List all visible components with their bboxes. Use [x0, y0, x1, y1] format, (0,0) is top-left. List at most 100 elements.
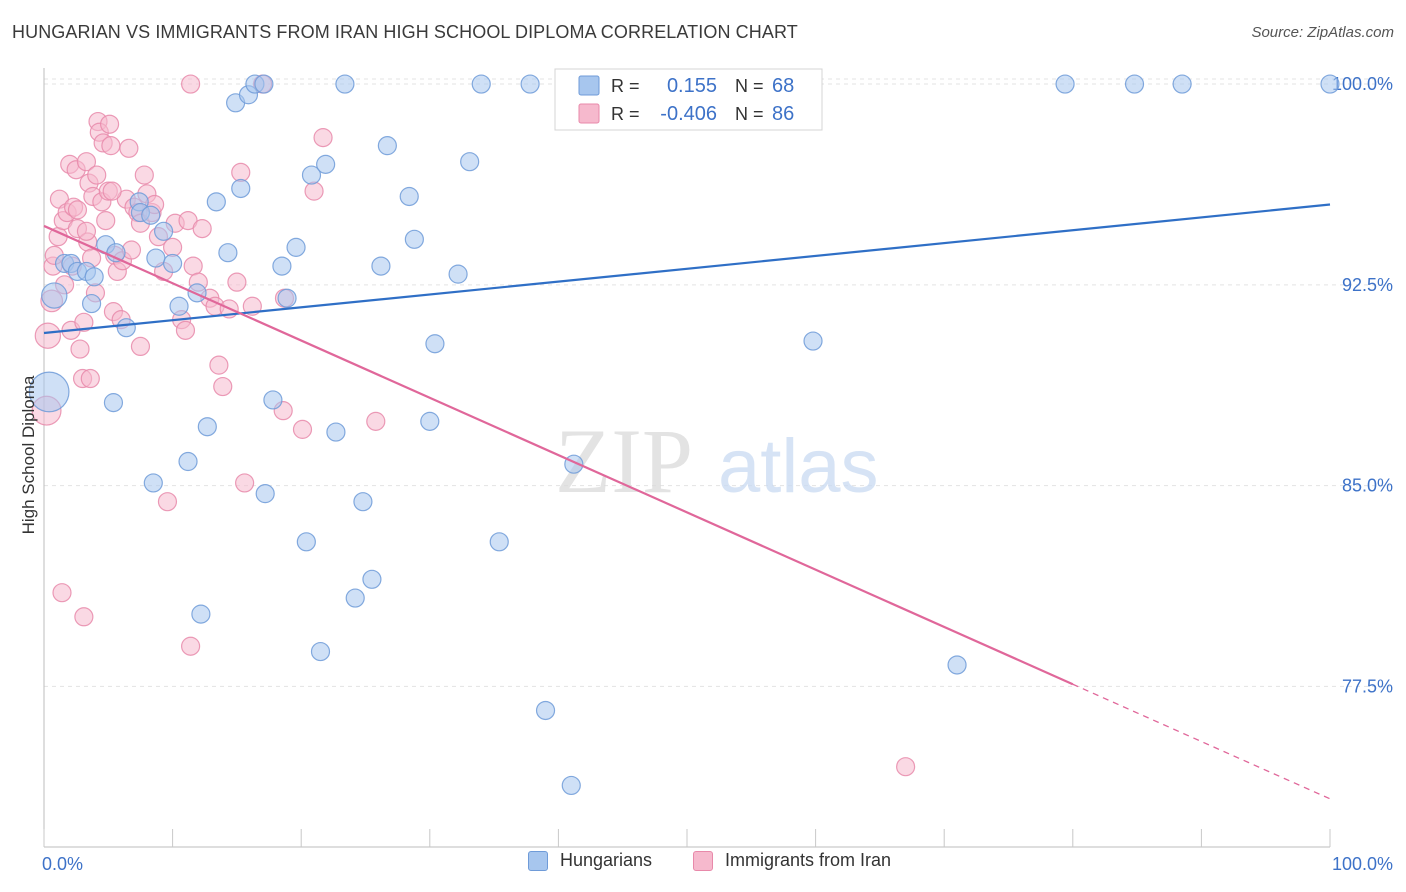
iran-point — [292, 419, 313, 439]
y-tick-label: 100.0% — [1332, 74, 1393, 94]
hungarian-point — [1320, 74, 1340, 94]
hungarian-point — [471, 74, 491, 94]
hungarian-point — [191, 604, 211, 624]
iran-point — [231, 162, 251, 183]
iran-point — [163, 237, 183, 257]
iran-point — [80, 368, 100, 389]
iran-trendline-extension — [1072, 683, 1331, 800]
hungarian-point — [353, 492, 373, 512]
hungarian-point — [803, 331, 823, 351]
iran-point — [99, 114, 120, 134]
iran-point — [313, 128, 333, 148]
hungarian-point — [460, 152, 480, 172]
hungarian-point — [263, 390, 283, 410]
legend-r-label-2: R = — [611, 104, 640, 124]
iran-point — [74, 607, 94, 627]
legend-n-label-2: N = — [735, 104, 764, 124]
legend-r-value-1: 0.155 — [667, 75, 717, 97]
iran-point — [76, 221, 97, 241]
legend-n-value-1: 68 — [772, 75, 794, 97]
iran-trendline — [43, 224, 1074, 686]
hungarian-point — [169, 296, 189, 316]
trendlines — [43, 203, 1331, 800]
hungarian-point — [218, 243, 238, 263]
hungarian-point — [345, 588, 365, 608]
hungarian-point — [206, 192, 226, 212]
hungarian-point — [178, 451, 198, 472]
hungarian-point — [296, 532, 316, 552]
watermark-atlas: atlas — [718, 424, 879, 509]
hungarian-point — [41, 282, 68, 309]
hungarian-point — [561, 775, 581, 796]
hungarian-point — [362, 569, 382, 589]
hungarian-point — [197, 417, 217, 437]
hungarian-point — [404, 229, 424, 249]
iran-point — [87, 165, 107, 185]
chart-title: HUNGARIAN VS IMMIGRANTS FROM IRAN HIGH S… — [12, 22, 798, 42]
iran-point — [70, 339, 90, 359]
iran-point — [175, 320, 196, 340]
iran-point — [896, 757, 916, 777]
y-tick-label: 85.0% — [1342, 476, 1393, 496]
hungarian-point — [425, 334, 445, 354]
hungarian-point — [231, 178, 251, 199]
hungarian-point — [255, 484, 275, 504]
legend-swatch-hungarians-bottom — [528, 850, 548, 871]
iran-point — [102, 181, 122, 201]
legend-r-value-2: -0.406 — [660, 103, 717, 125]
source-label: Source: ZipAtlas.com — [1251, 24, 1394, 41]
hungarian-point — [187, 283, 207, 303]
iran-point — [74, 312, 94, 332]
hungarian-point — [371, 256, 391, 276]
iran-point — [157, 492, 178, 512]
iran-point — [134, 165, 154, 185]
hungarian-point — [489, 532, 509, 552]
hungarian-point — [335, 74, 355, 94]
y-tick-label: 77.5% — [1342, 676, 1393, 696]
hungarian-point — [116, 318, 136, 338]
hungarian-point — [301, 165, 322, 185]
hungarian-point — [399, 186, 419, 207]
iran-point — [101, 136, 121, 156]
hungarian-point — [28, 371, 70, 413]
hungarian-point — [143, 473, 163, 493]
legend-r-label-1: R = — [611, 76, 640, 96]
hungarian-point — [254, 74, 274, 94]
hungarian-point — [153, 221, 174, 241]
iran-point — [209, 355, 229, 375]
x-ticks — [43, 829, 1331, 847]
iran-point — [34, 322, 62, 349]
y-tick-labels: 77.5% 85.0% 92.5% 100.0% — [1332, 74, 1393, 696]
iran-point — [304, 181, 324, 201]
hungarian-point — [1172, 74, 1192, 94]
hungarian-point — [310, 641, 331, 662]
x-tick-label-min: 0.0% — [42, 854, 83, 874]
iran-point — [213, 376, 233, 397]
legend-label-iran: Immigrants from Iran — [725, 850, 892, 870]
hungarian-point — [520, 74, 540, 94]
iran-point — [76, 152, 97, 172]
iran-point — [192, 219, 212, 239]
iran-point — [130, 336, 151, 357]
legend-item-iran: Immigrants from Iran — [693, 850, 891, 871]
legend-n-value-2: 86 — [772, 103, 794, 125]
x-tick-label-max: 100.0% — [1332, 854, 1393, 874]
legend-swatch-iran — [578, 103, 600, 124]
stats-legend: R = 0.155 N = 68 R = -0.406 N = 86 — [554, 68, 823, 131]
hungarian-point — [81, 293, 102, 314]
legend-swatch-iran-bottom — [693, 850, 713, 871]
iran-point — [52, 583, 72, 603]
iran-point — [183, 256, 203, 276]
legend-swatch-hungarians — [578, 75, 600, 96]
hungarian-point — [286, 237, 306, 257]
legend-item-hungarians: Hungarians — [528, 850, 652, 871]
hungarian-point — [448, 264, 468, 284]
hungarian-point — [146, 248, 166, 268]
hungarian-point — [163, 253, 183, 274]
hungarian-point — [272, 256, 292, 276]
hungarian-point — [103, 393, 124, 413]
hungarian-point — [277, 288, 297, 308]
iran-point — [119, 138, 139, 158]
series-legend: Hungarians Immigrants from Iran — [0, 850, 1406, 880]
